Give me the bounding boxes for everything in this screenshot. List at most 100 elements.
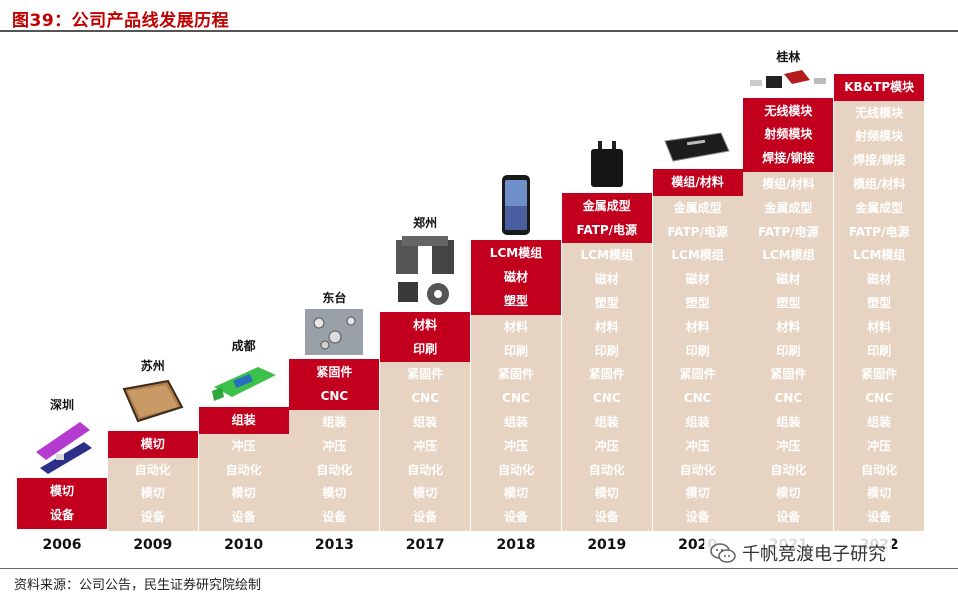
new-capability-block xyxy=(380,311,471,363)
existing-capability-label: 印刷 xyxy=(776,343,801,358)
new-capability-label: CNC xyxy=(320,389,349,404)
existing-capability-label: 自动化 xyxy=(407,462,444,477)
existing-capability-label: 组装 xyxy=(594,414,619,429)
new-capability-label: 金属成型 xyxy=(582,198,631,213)
existing-capability-label: 冲压 xyxy=(322,438,347,453)
existing-capability-label: 模切 xyxy=(776,486,801,501)
new-capability-label: 组装 xyxy=(231,413,256,427)
existing-capability-label: 塑型 xyxy=(867,295,892,310)
existing-capability-label: 金属成型 xyxy=(673,200,722,215)
new-capability-block xyxy=(834,73,925,101)
product-photo-screws xyxy=(305,309,364,359)
existing-capability-label: CNC xyxy=(774,391,803,406)
existing-capability-label: CNC xyxy=(592,391,621,406)
existing-capability-label: 金属成型 xyxy=(855,200,904,215)
year-label: 2013 xyxy=(314,537,354,553)
existing-capability-label: 无线模块 xyxy=(855,105,904,120)
year-label: 2006 xyxy=(42,537,82,553)
existing-capability-label: LCM模组 xyxy=(580,248,633,263)
existing-capability-label: FATP/电源 xyxy=(758,224,819,239)
existing-capability-label: 组装 xyxy=(322,414,347,429)
existing-capability-label: 印刷 xyxy=(594,343,619,358)
watermark: 千帆竞渡电子研究 xyxy=(704,538,892,568)
new-capability-label: LCM模组 xyxy=(489,246,543,261)
existing-capability-label: 组装 xyxy=(685,415,710,429)
existing-capability-label: 模切 xyxy=(413,486,438,501)
existing-capability-label: 组装 xyxy=(413,414,438,429)
existing-capability-label: 自动化 xyxy=(134,462,171,477)
product-photo-module xyxy=(663,131,733,169)
new-capability-block xyxy=(17,478,107,529)
timeline-column-2006: 模切 设备 xyxy=(17,478,107,531)
existing-capability-label: 印刷 xyxy=(685,343,710,358)
product-photo-fpc xyxy=(30,416,94,478)
existing-capability-label: 模切 xyxy=(503,486,528,501)
product-photo-magnet xyxy=(392,234,458,312)
watermark-text: 千帆竞渡电子研究 xyxy=(742,544,886,565)
existing-capability-label: 材料 xyxy=(867,319,892,334)
existing-capability-label: 模切 xyxy=(322,486,347,501)
existing-capability-block xyxy=(834,100,925,531)
existing-capability-label: 设备 xyxy=(867,510,892,525)
existing-capability-label: 模切 xyxy=(231,486,256,501)
existing-capability-label: 自动化 xyxy=(225,462,262,477)
new-capability-label: 紧固件 xyxy=(316,365,353,380)
new-capability-label: KB&TP模块 xyxy=(844,79,915,94)
existing-capability-label: 印刷 xyxy=(867,343,892,358)
existing-capability-label: 紧固件 xyxy=(497,367,534,382)
location-label: 苏州 xyxy=(140,358,165,373)
year-label: 2019 xyxy=(587,537,627,553)
existing-capability-label: 冲压 xyxy=(776,438,801,453)
product-photo-phone xyxy=(501,174,531,240)
new-capability-block xyxy=(289,359,380,410)
existing-capability-label: 组装 xyxy=(867,414,892,429)
existing-capability-label: 冲压 xyxy=(867,438,892,453)
new-capability-label: 材料 xyxy=(413,317,438,332)
existing-capability-block xyxy=(380,362,471,531)
existing-capability-label: 自动化 xyxy=(588,462,625,477)
existing-capability-block xyxy=(561,243,652,531)
new-capability-block xyxy=(471,240,561,315)
existing-capability-label: 印刷 xyxy=(503,343,528,358)
timeline-column-2017: 材料 印刷 紧固件 CNC 组装 冲压 自动化 模切 设备 xyxy=(380,311,471,531)
existing-capability-label: 材料 xyxy=(776,319,801,334)
existing-capability-label: 模切 xyxy=(140,486,165,501)
existing-capability-label: 模组/材料 xyxy=(762,176,815,191)
existing-capability-label: 组装 xyxy=(503,414,528,429)
product-photo-charger xyxy=(587,140,627,193)
existing-capability-label: 磁材 xyxy=(685,272,710,287)
year-label: 2010 xyxy=(224,537,264,553)
existing-capability-block xyxy=(107,457,198,531)
existing-capability-label: 材料 xyxy=(594,319,619,334)
timeline-column-2020: 模组/材料 金属成型 FATP/电源 LCM模组 磁材 塑型 材料 印刷 紧固件 CNC 组装 冲压自… xyxy=(652,169,743,531)
timeline-column-2018: LCM模组 磁材 塑型 材料 印刷 紧固件 CNC 组装 冲压 自动化 模切 设备 xyxy=(471,240,561,531)
year-label: 2009 xyxy=(133,537,173,553)
product-photo-rf xyxy=(748,68,828,98)
location-label: 东台 xyxy=(322,291,347,306)
existing-capability-label: CNC xyxy=(865,391,894,406)
new-capability-label: 模切 xyxy=(49,484,74,499)
existing-capability-label: 冲压 xyxy=(685,438,710,453)
existing-capability-label: 冲压 xyxy=(503,438,528,453)
location-label: 桂林 xyxy=(776,49,801,64)
existing-capability-label: 自动化 xyxy=(679,462,716,477)
existing-capability-label: 设备 xyxy=(231,510,256,525)
existing-capability-label: LCM模组 xyxy=(762,248,815,263)
existing-capability-label: 设备 xyxy=(776,510,801,525)
new-capability-label: 塑型 xyxy=(503,293,528,308)
existing-capability-label: 冲压 xyxy=(594,438,619,453)
existing-capability-label: 磁材 xyxy=(594,272,619,287)
existing-capability-label: 紧固件 xyxy=(679,367,716,382)
new-capability-block xyxy=(743,97,834,172)
existing-capability-block xyxy=(198,433,289,531)
existing-capability-label: 设备 xyxy=(322,510,347,525)
existing-capability-label: 模组/材料 xyxy=(852,176,906,191)
existing-capability-label: 自动化 xyxy=(770,462,807,477)
timeline-column-2009: 模切 自动化 模切 设备 xyxy=(107,430,198,531)
existing-capability-label: LCM模组 xyxy=(671,248,724,263)
new-capability-block xyxy=(107,430,198,458)
new-capability-label: 印刷 xyxy=(413,341,438,356)
existing-capability-label: 紧固件 xyxy=(588,367,625,382)
existing-capability-block xyxy=(652,195,743,531)
existing-capability-label: 射频模块 xyxy=(855,129,904,144)
